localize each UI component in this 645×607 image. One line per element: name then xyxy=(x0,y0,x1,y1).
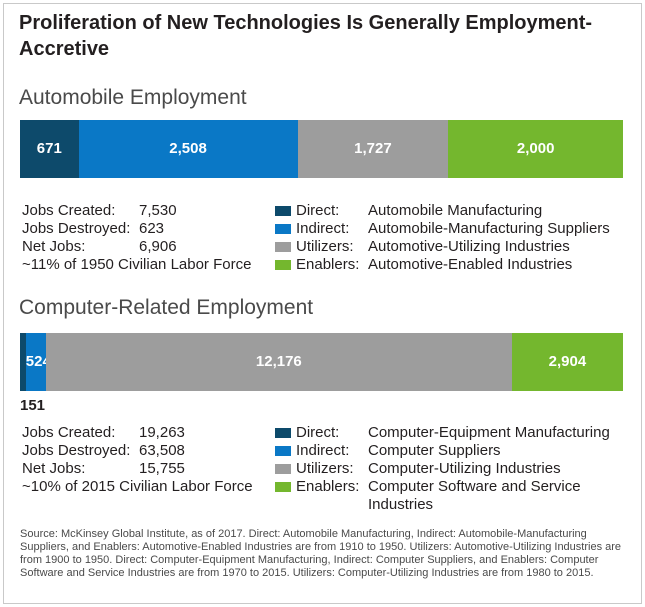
legend-key: Direct: xyxy=(296,202,340,219)
bar-segment-enablers xyxy=(448,120,623,178)
chart-title: Proliferation of New Technologies Is Gen… xyxy=(19,12,593,60)
stat-note: ~11% of 1950 Civilian Labor Force xyxy=(22,256,252,273)
legend-desc: Automotive-Enabled Industries xyxy=(368,256,573,273)
legend-key: Indirect: xyxy=(296,220,350,237)
stat-key: Jobs Destroyed: xyxy=(22,220,131,237)
legend-key: Direct: xyxy=(296,424,340,441)
computer-section-title: Computer-Related Employment xyxy=(19,296,314,319)
legend-desc: Computer Suppliers xyxy=(368,442,501,459)
legend-swatch-utilizers xyxy=(275,242,291,252)
legend-swatch-enablers xyxy=(275,482,291,492)
legend-key: Enablers: xyxy=(296,256,360,273)
bar-label-enablers: 2,904 xyxy=(548,353,587,370)
legend-swatch-indirect xyxy=(275,446,291,456)
legend-key: Utilizers: xyxy=(296,238,354,255)
source-note: Source: McKinsey Global Institute, as of… xyxy=(20,528,622,579)
auto-section-title: Automobile Employment xyxy=(19,86,247,109)
legend-swatch-direct xyxy=(275,428,291,438)
legend-item-direct: Direct: Computer-Equipment Manufacturing xyxy=(272,424,626,442)
bar-segment-indirect xyxy=(78,120,298,178)
bar-label-utilizers: 12,176 xyxy=(255,353,302,370)
stat-key: Jobs Created: xyxy=(22,202,116,219)
legend-item-utilizers: Utilizers: Computer-Utilizing Industries xyxy=(272,460,626,478)
stat-value: 623 xyxy=(139,220,165,237)
legend-key: Utilizers: xyxy=(296,460,354,477)
chart-frame xyxy=(3,3,642,604)
bar-segment-utilizers xyxy=(45,333,512,391)
legend-item-indirect: Indirect: Automobile-Manufacturing Suppli… xyxy=(272,220,626,238)
legend-swatch-indirect xyxy=(275,224,291,234)
legend-item-utilizers: Utilizers: Automotive-Utilizing Industrie… xyxy=(272,238,626,256)
bar-segment-indirect xyxy=(25,333,46,391)
legend-item-direct: Direct: Automobile Manufacturing xyxy=(272,202,626,220)
legend-desc: Computer Software and Service Industries xyxy=(368,478,581,513)
auto-legend: Direct: Automobile Manufacturing Indirect… xyxy=(272,202,626,274)
stat-value: 15,755 xyxy=(139,460,185,477)
bar-segment-direct xyxy=(20,120,79,178)
legend-swatch-utilizers xyxy=(275,464,291,474)
legend-desc: Automobile Manufacturing xyxy=(368,202,543,219)
legend-desc: Computer-Equipment Manufacturing xyxy=(368,424,610,441)
stat-key: Jobs Destroyed: xyxy=(22,442,131,459)
stat-note: ~10% of 2015 Civilian Labor Force xyxy=(22,478,253,495)
legend-key: Indirect: xyxy=(296,442,350,459)
bar-label-enablers: 2,000 xyxy=(516,140,555,157)
computer-legend: Direct: Computer-Equipment Manufacturing … xyxy=(272,424,626,514)
bar-label-indirect: 2,508 xyxy=(169,140,207,157)
legend-key: Enablers: xyxy=(296,478,360,495)
stat-value: 63,508 xyxy=(139,442,185,459)
computer-stacked-bar: 524 12,176 2,904 xyxy=(20,333,623,391)
legend-desc: Automotive-Utilizing Industries xyxy=(368,238,570,255)
bar-segment-utilizers xyxy=(297,120,449,178)
bar-label-direct: 671 xyxy=(36,140,62,157)
legend-desc: Automobile-Manufacturing Suppliers xyxy=(368,220,610,237)
stat-key: Jobs Created: xyxy=(22,424,116,441)
stat-value: 6,906 xyxy=(139,238,177,255)
stat-key: Net Jobs: xyxy=(22,460,86,477)
bar-label-indirect: 524 xyxy=(25,353,51,370)
bar-segment-enablers xyxy=(511,333,623,391)
legend-item-enablers: Enablers: Computer Software and Service I… xyxy=(272,478,626,514)
bar-label-direct: 151 xyxy=(20,397,46,414)
auto-stacked-bar: 671 2,508 1,727 2,000 xyxy=(20,120,623,178)
stat-value: 19,263 xyxy=(139,424,185,441)
legend-swatch-direct xyxy=(275,206,291,216)
bar-segment-direct xyxy=(20,333,26,391)
stat-key: Net Jobs: xyxy=(22,238,86,255)
bar-label-utilizers: 1,727 xyxy=(354,140,392,157)
legend-item-indirect: Indirect: Computer Suppliers xyxy=(272,442,626,460)
stat-value: 7,530 xyxy=(139,202,177,219)
legend-desc: Computer-Utilizing Industries xyxy=(368,460,561,477)
legend-swatch-enablers xyxy=(275,260,291,270)
legend-item-enablers: Enablers: Automotive-Enabled Industries xyxy=(272,256,626,274)
